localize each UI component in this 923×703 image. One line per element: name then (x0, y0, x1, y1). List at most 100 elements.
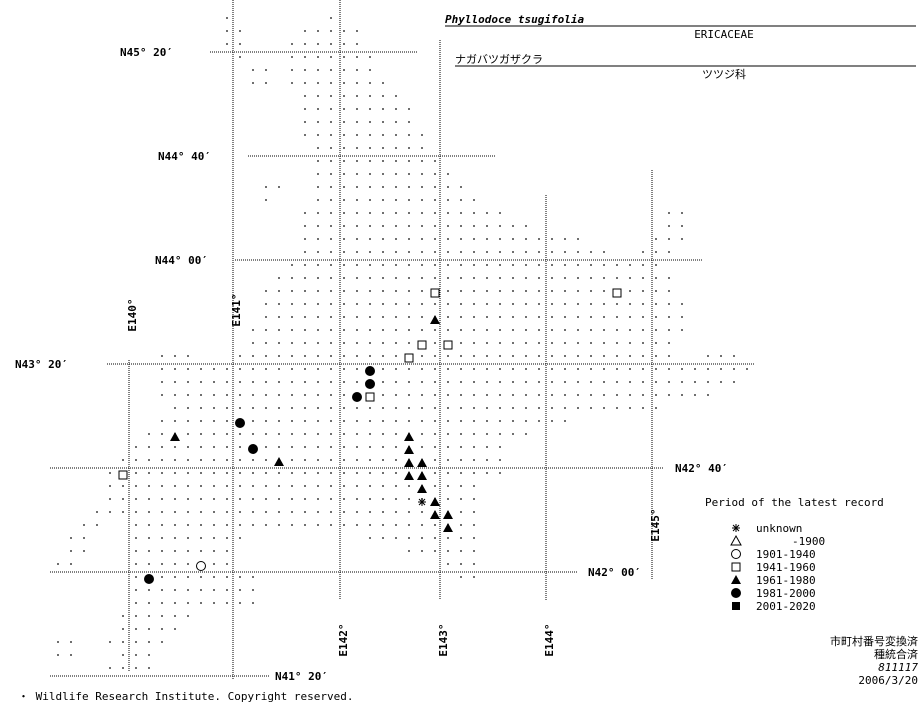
grid-dot (291, 56, 293, 58)
parallel-label: N41° 20′ (275, 670, 328, 683)
filled-circle (235, 418, 245, 428)
grid-dot (603, 381, 605, 383)
grid-dot (512, 368, 514, 370)
grid-dot (460, 511, 462, 513)
grid-dot (109, 472, 111, 474)
grid-dot (148, 472, 150, 474)
grid-dot (668, 225, 670, 227)
grid-dot (395, 147, 397, 149)
grid-dot (304, 43, 306, 45)
grid-dot (213, 472, 215, 474)
grid-dot (239, 407, 241, 409)
grid-dot (668, 251, 670, 253)
grid-dot (291, 524, 293, 526)
grid-dot (161, 498, 163, 500)
grid-dot (395, 459, 397, 461)
grid-dot (304, 355, 306, 357)
grid-dot (57, 563, 59, 565)
grid-dot (330, 56, 332, 58)
grid-dot (356, 43, 358, 45)
grid-dot (629, 381, 631, 383)
grid-dot (200, 602, 202, 604)
grid-dot (434, 251, 436, 253)
grid-dot (343, 472, 345, 474)
meridian-label: E145° (649, 508, 662, 541)
grid-dot (564, 251, 566, 253)
grid-dot (382, 498, 384, 500)
grid-dot (226, 446, 228, 448)
grid-dot (577, 238, 579, 240)
grid-dot (486, 472, 488, 474)
grid-dot (577, 316, 579, 318)
grid-dot (603, 407, 605, 409)
grid-dot (421, 212, 423, 214)
grid-dot (421, 368, 423, 370)
filled-circle (352, 392, 362, 402)
grid-dot (317, 459, 319, 461)
grid-dot (135, 628, 137, 630)
grid-dot (382, 459, 384, 461)
grid-dot (642, 277, 644, 279)
grid-dot (122, 485, 124, 487)
grid-dot (174, 537, 176, 539)
grid-dot (460, 238, 462, 240)
grid-dot (434, 524, 436, 526)
grid-dot (135, 511, 137, 513)
grid-dot (460, 446, 462, 448)
footer: ・ Wildlife Research Institute. Copyright… (18, 690, 354, 703)
grid-dot (265, 199, 267, 201)
grid-dot (486, 303, 488, 305)
grid-dot (96, 524, 98, 526)
grid-dot (330, 251, 332, 253)
grid-dot (330, 134, 332, 136)
filled-triangle (274, 457, 284, 466)
grid-dot (408, 394, 410, 396)
records (118, 288, 622, 584)
grid-dot (382, 212, 384, 214)
grid-dot (226, 576, 228, 578)
grid-dot (538, 316, 540, 318)
grid-dot (525, 277, 527, 279)
grid-dot (590, 381, 592, 383)
grid-dot (421, 290, 423, 292)
grid-dot (174, 420, 176, 422)
grid-dot (538, 355, 540, 357)
meridian-label: E142° (337, 623, 350, 656)
grid-dot (408, 498, 410, 500)
grid-dot (356, 420, 358, 422)
grid-dot (200, 537, 202, 539)
japanese-family: ツツジ科 (702, 67, 746, 81)
grid-dot (447, 186, 449, 188)
grid-dot (265, 368, 267, 370)
grid-dot (421, 355, 423, 357)
grid-dot (538, 277, 540, 279)
grid-dot (330, 173, 332, 175)
grid-dot (434, 381, 436, 383)
grid-dot (382, 277, 384, 279)
grid-dot (226, 485, 228, 487)
grid-dot (681, 394, 683, 396)
grid-dot (239, 459, 241, 461)
grid-dot (343, 108, 345, 110)
grid-dot (304, 56, 306, 58)
grid-dot (499, 433, 501, 435)
grid-dot (226, 420, 228, 422)
grid-dot (304, 264, 306, 266)
grid-dot (564, 368, 566, 370)
filled-triangle (417, 458, 427, 467)
grid-dot (395, 394, 397, 396)
grid-dot (330, 108, 332, 110)
grid-dot (135, 667, 137, 669)
grid-dot (265, 433, 267, 435)
grid-dot (668, 277, 670, 279)
grid-dot (499, 329, 501, 331)
grid-dot (460, 381, 462, 383)
grid-dot (382, 238, 384, 240)
grid-dot (356, 485, 358, 487)
grid-dot (538, 407, 540, 409)
grid-dot (187, 472, 189, 474)
grid-dot (265, 290, 267, 292)
grid-dot (512, 277, 514, 279)
filled-triangle (417, 471, 427, 480)
grid-dot (369, 355, 371, 357)
